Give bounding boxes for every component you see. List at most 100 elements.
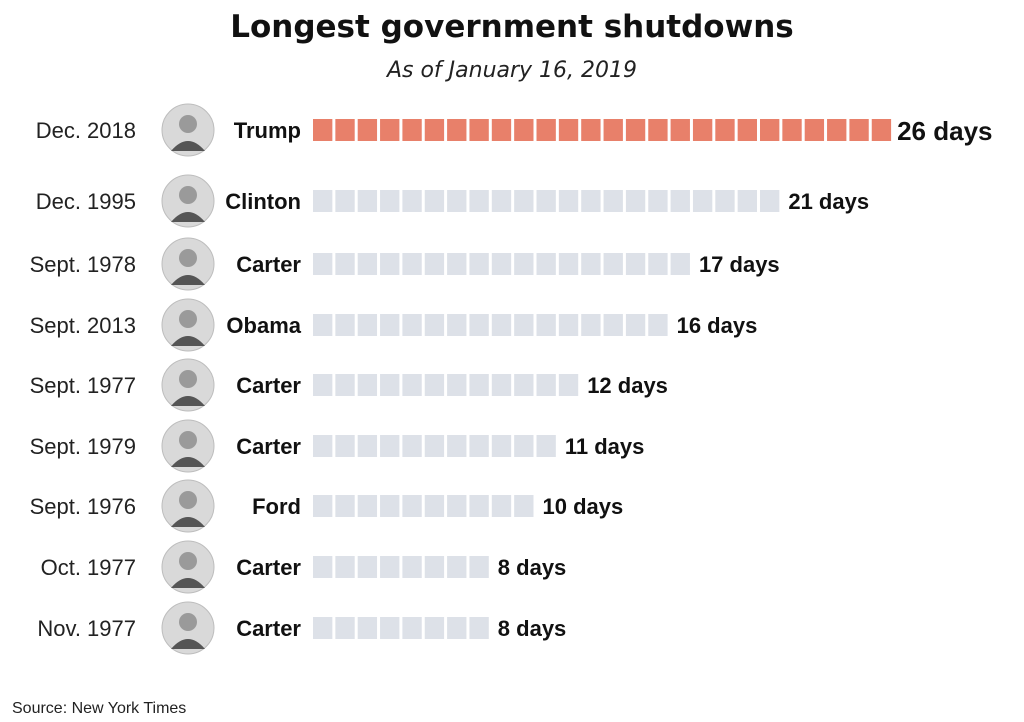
bar-unit-day <box>402 119 422 141</box>
bar-unit-day <box>536 435 556 457</box>
bar-unit-day <box>603 190 623 212</box>
bar-unit-day <box>469 253 489 275</box>
bar-unit-day <box>402 314 422 336</box>
chart-row: Nov. 1977 Carter 8 days <box>37 601 567 655</box>
value-label: 26 days <box>897 116 992 146</box>
bar-unit-day <box>581 119 601 141</box>
chart-row: Oct. 1977 Carter 8 days <box>41 540 566 594</box>
bar-unit-day <box>782 119 802 141</box>
bar-unit-day <box>357 556 378 578</box>
portrait-suit-icon <box>171 212 205 222</box>
president-label: Carter <box>236 434 301 459</box>
bar-unit-day <box>447 314 467 336</box>
bar <box>313 374 579 396</box>
bar-unit-day <box>558 374 579 396</box>
bar-unit-day <box>536 119 556 141</box>
bar-unit-day <box>313 435 333 457</box>
source-note: Source: New York Times <box>12 700 186 717</box>
chart-row: Sept. 2013 Obama 16 days <box>30 298 757 352</box>
bar-unit-day <box>491 190 512 212</box>
president-label: Carter <box>236 252 301 277</box>
chart-row: Dec. 1995 Clinton 21 days <box>36 174 869 228</box>
president-label: Ford <box>252 494 301 519</box>
value-label: 8 days <box>498 616 567 641</box>
bar-unit-day <box>357 617 378 639</box>
bar-unit-day <box>402 617 422 639</box>
portrait-head-icon <box>179 370 197 388</box>
bar-unit-day <box>424 119 445 141</box>
bar-unit-day <box>447 374 467 396</box>
bar-unit-day <box>424 617 445 639</box>
bar <box>313 253 690 275</box>
bar-unit-day <box>760 119 780 141</box>
bar-unit-day <box>625 314 646 336</box>
bar-unit-day <box>514 190 534 212</box>
bar-unit-day <box>380 495 400 517</box>
bar-unit-day <box>469 435 489 457</box>
date-label: Sept. 2013 <box>30 313 136 338</box>
bar-unit-day <box>715 119 735 141</box>
bar-unit-day <box>491 435 512 457</box>
bar-unit-day <box>603 314 623 336</box>
bar-unit-day <box>871 119 892 141</box>
president-label: Carter <box>236 616 301 641</box>
bar-unit-day <box>514 119 534 141</box>
value-label: 12 days <box>587 373 668 398</box>
bar-unit-day <box>469 556 489 578</box>
value-label: 10 days <box>543 494 624 519</box>
bar-unit-day <box>692 119 713 141</box>
bar-unit-day <box>424 556 445 578</box>
bar-unit-day <box>424 495 445 517</box>
bar-unit-day <box>469 617 489 639</box>
bar-unit-day <box>625 253 646 275</box>
value-label: 21 days <box>788 189 869 214</box>
bar-unit-day <box>536 190 556 212</box>
bar-unit-day <box>648 190 668 212</box>
bar-unit-day <box>380 617 400 639</box>
portrait-suit-icon <box>171 578 205 588</box>
bar-unit-day <box>357 253 378 275</box>
bar-unit-day <box>558 119 579 141</box>
date-label: Dec. 1995 <box>36 189 136 214</box>
bar-unit-day <box>447 556 467 578</box>
bar <box>313 435 556 457</box>
bar-unit-day <box>335 435 355 457</box>
bar-unit-day <box>402 435 422 457</box>
chart-row: Sept. 1978 Carter 17 days <box>30 237 780 291</box>
bar-unit-day <box>335 556 355 578</box>
bar-unit-day <box>447 119 467 141</box>
date-label: Dec. 2018 <box>36 118 136 143</box>
bar-unit-day <box>313 119 333 141</box>
bar-unit-day <box>424 374 445 396</box>
bar-unit-day <box>625 119 646 141</box>
bar-unit-day <box>335 374 355 396</box>
bar-unit-day <box>514 314 534 336</box>
bar-unit-day <box>558 190 579 212</box>
value-label: 11 days <box>565 434 645 459</box>
bar-unit-day <box>603 253 623 275</box>
bar-unit-day <box>335 253 355 275</box>
chart-title: Longest government shutdowns <box>230 9 794 45</box>
bar-unit-day <box>335 495 355 517</box>
bar-unit-day <box>313 314 333 336</box>
bar-unit-day <box>469 119 489 141</box>
bar-unit-day <box>313 253 333 275</box>
chart-row: Sept. 1979 Carter 11 days <box>30 419 645 473</box>
bar-unit-day <box>380 253 400 275</box>
portrait-head-icon <box>179 115 197 133</box>
bar-unit-day <box>648 119 668 141</box>
bar-unit-day <box>402 495 422 517</box>
bar-unit-day <box>670 119 690 141</box>
bar-unit-day <box>313 617 333 639</box>
bar-unit-day <box>357 495 378 517</box>
portrait-suit-icon <box>171 396 205 406</box>
bar-unit-day <box>558 253 579 275</box>
bar-unit-day <box>581 253 601 275</box>
bar-unit-day <box>603 119 623 141</box>
bar-unit-day <box>469 374 489 396</box>
bar-unit-day <box>447 495 467 517</box>
bar-unit-day <box>670 253 690 275</box>
bar-unit-day <box>536 314 556 336</box>
chart-row: Dec. 2018 Trump 26 days <box>36 103 993 157</box>
